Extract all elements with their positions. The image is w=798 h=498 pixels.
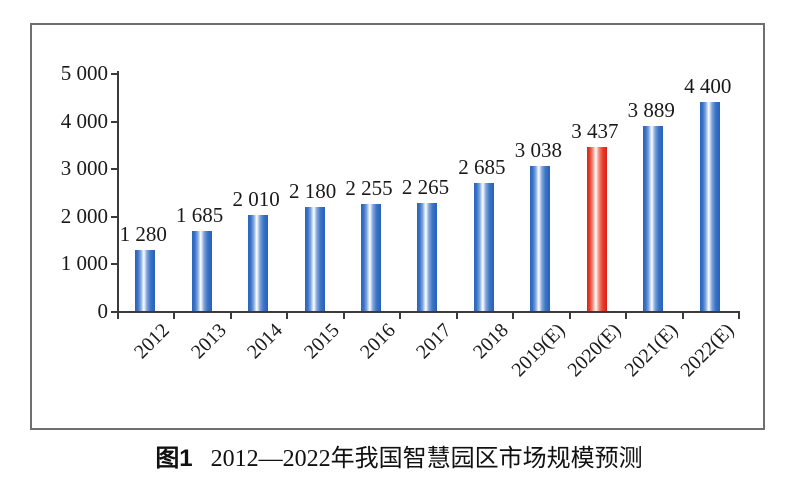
x-axis-line [117,311,740,313]
bar-value-label: 4 400 [684,73,732,98]
y-axis-tick-label: 1 000 [60,251,108,276]
figure-caption: 图1 2012—2022年我国智慧园区市场规模预测 [0,444,798,474]
x-axis-tick [568,313,571,319]
bar-value-label: 3 437 [571,119,619,144]
bar-value-label: 1 685 [176,202,224,227]
x-axis-tick [681,313,684,319]
y-axis-tick [111,215,117,218]
y-axis-tick-label: 4 000 [60,108,108,133]
y-axis-tick [111,73,117,75]
bar-value-label: 2 180 [288,179,337,204]
x-axis-tick-label: 2016 [356,319,400,364]
chart-border-box: 5 000 4 000 3 000 2 000 1 000 0 1 280 2012 1 685… [30,23,765,430]
bar-value-label: 2 010 [232,187,280,212]
bar-2016 [361,203,382,311]
x-axis-tick-label: 2017 [412,319,457,364]
bar-value-label: 3 889 [627,97,675,122]
x-axis-tick-label: 2012 [130,319,175,364]
bar-2013 [191,230,212,311]
bar-2014 [248,215,269,311]
x-axis-tick-label: 2022(E) [676,319,739,382]
y-axis-tick [111,120,117,123]
y-axis-tick-label: 5 000 [60,61,108,85]
x-axis-tick [399,313,402,319]
bar-value-label: 2 255 [345,175,393,200]
x-axis-tick-label: 2013 [186,319,231,364]
x-axis-tick [286,313,289,319]
x-axis-tick-label: 2015 [299,319,344,364]
y-axis-tick [111,311,117,313]
caption-title-text: 2012—2022年我国智慧园区市场规模预测 [210,446,643,472]
y-axis-line [117,71,119,313]
x-axis-tick [625,313,628,319]
x-axis-tick [737,313,740,319]
bar-2019(E) [530,166,551,311]
y-axis-tick [111,168,117,171]
bar-2017 [417,203,438,311]
x-axis-tick [455,313,458,319]
y-axis-tick-label: 3 000 [60,156,108,181]
plot-area: 5 000 4 000 3 000 2 000 1 000 0 1 280 2012 1 685… [32,25,763,428]
x-axis-tick [342,313,345,319]
x-axis-tick-label: 2014 [243,319,287,364]
x-axis-tick [512,313,515,319]
x-axis-tick-label: 2021(E) [620,319,683,382]
bar-2021(E) [643,125,664,311]
x-axis-tick [229,313,232,319]
y-axis-tick-label: 2 000 [60,203,108,228]
bar-2018 [473,183,494,311]
x-axis-tick-label: 2020(E) [563,319,626,382]
bar-value-label: 2 685 [458,155,506,180]
x-axis-tick-label: 2018 [468,319,513,364]
y-axis-tick [111,263,117,266]
bar-2020(E) [586,147,607,311]
bar-2012 [135,250,156,311]
bar-2022(E) [699,101,720,311]
bar-value-label: 2 265 [401,175,450,200]
x-axis-tick [173,313,176,319]
bar-2015 [304,207,325,311]
y-axis-tick-label: 0 [97,299,109,323]
x-axis-tick [117,313,119,319]
bar-value-label: 1 280 [119,222,167,247]
caption-figure-number: 图1 [155,445,193,472]
bar-value-label: 3 038 [514,138,562,163]
x-axis-tick-label: 2019(E) [507,319,570,382]
